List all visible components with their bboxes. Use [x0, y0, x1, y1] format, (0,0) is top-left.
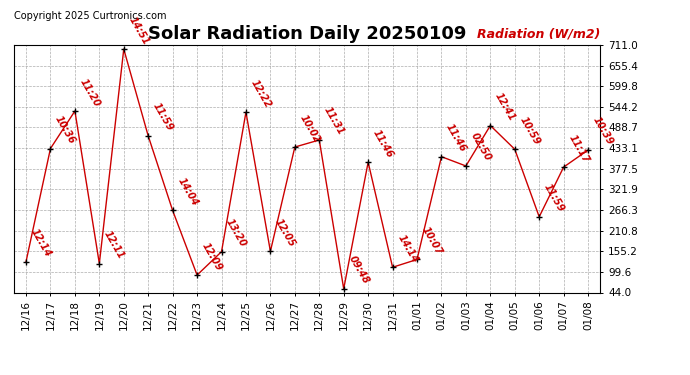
Text: 11:59: 11:59 — [151, 101, 175, 133]
Text: 11:46: 11:46 — [371, 128, 395, 159]
Text: 12:22: 12:22 — [248, 78, 273, 110]
Text: 10:39: 10:39 — [591, 116, 615, 147]
Text: 14:04: 14:04 — [175, 176, 199, 208]
Text: Copyright 2025 Curtronics.com: Copyright 2025 Curtronics.com — [14, 11, 166, 21]
Text: 11:20: 11:20 — [78, 76, 101, 108]
Text: 14:51: 14:51 — [126, 15, 150, 46]
Text: 12:05: 12:05 — [273, 217, 297, 249]
Text: 13:20: 13:20 — [224, 217, 248, 249]
Text: 12:09: 12:09 — [200, 240, 224, 272]
Text: 02:50: 02:50 — [469, 132, 493, 163]
Text: 10:02: 10:02 — [297, 112, 322, 144]
Text: 11:17: 11:17 — [566, 133, 591, 164]
Text: 12:11: 12:11 — [102, 229, 126, 261]
Text: 11:59: 11:59 — [542, 182, 566, 214]
Text: 10:36: 10:36 — [53, 114, 77, 146]
Text: 12:41: 12:41 — [493, 91, 518, 123]
Text: 10:59: 10:59 — [518, 115, 542, 147]
Text: 11:31: 11:31 — [322, 105, 346, 137]
Text: 14:14: 14:14 — [395, 233, 420, 264]
Text: 10:07: 10:07 — [420, 225, 444, 257]
Text: 09:48: 09:48 — [346, 254, 371, 286]
Text: 12:14: 12:14 — [29, 227, 53, 259]
Title: Solar Radiation Daily 20250109: Solar Radiation Daily 20250109 — [148, 26, 466, 44]
Text: 11:46: 11:46 — [444, 122, 469, 154]
Text: Radiation (W/m2): Radiation (W/m2) — [477, 27, 600, 40]
